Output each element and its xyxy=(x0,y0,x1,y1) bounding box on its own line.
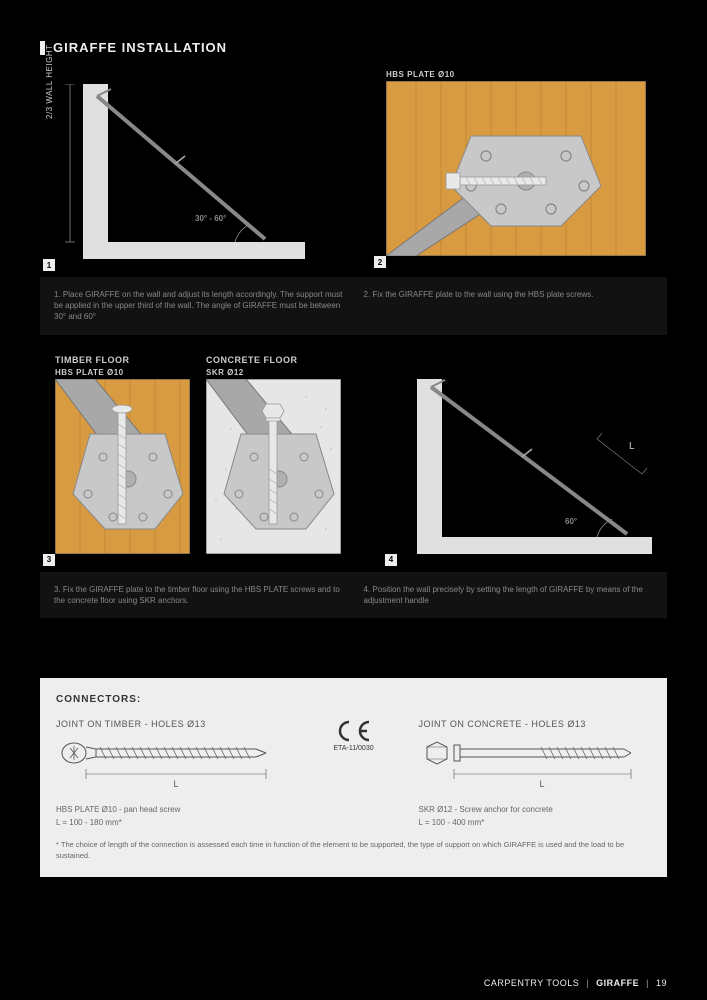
panel-2: HBS PLATE Ø10 xyxy=(386,70,646,259)
caption-1-num: 1. xyxy=(54,290,61,299)
footer-product: GIRAFFE xyxy=(596,978,639,988)
conn-concrete-desc1: SKR Ø12 - Screw anchor for concrete xyxy=(419,804,652,815)
connectors-row: JOINT ON TIMBER - HOLES Ø13 xyxy=(56,719,651,828)
timber-screw-svg: L xyxy=(56,737,276,792)
fig3b-title: CONCRETE FLOOR xyxy=(206,355,341,365)
caption-2-text: Fix the GIRAFFE plate to the wall using … xyxy=(372,290,593,299)
fig2-title: HBS PLATE Ø10 xyxy=(386,70,646,79)
footer-page: 19 xyxy=(656,978,667,988)
angle-label-4: 60° xyxy=(565,517,577,526)
conn-timber-heading: JOINT ON TIMBER - HOLES Ø13 xyxy=(56,719,289,729)
fig-3: 3 xyxy=(55,379,190,554)
panel-3: TIMBER FLOOR HBS PLATE Ø10 xyxy=(55,355,190,554)
caption-1: 1. Place GIRAFFE on the wall and adjust … xyxy=(54,289,344,323)
conn-timber-desc2: L = 100 - 180 mm* xyxy=(56,817,289,828)
panel-1: 2/3 WALL HEIGHT xyxy=(55,70,310,259)
timber-L-label: L xyxy=(173,779,178,789)
page-footer: CARPENTRY TOOLS | GIRAFFE | 19 xyxy=(484,978,667,988)
caption-4-text: Position the wall precisely by setting t… xyxy=(364,585,643,605)
page-title: GIRAFFE INSTALLATION xyxy=(53,40,227,55)
caption-box-2: 3. Fix the GIRAFFE plate to the timber f… xyxy=(40,572,667,618)
caption-2-num: 2. xyxy=(364,290,371,299)
fig3-subtitle: HBS PLATE Ø10 xyxy=(55,368,190,377)
panel-3b: CONCRETE FLOOR SKR Ø12 xyxy=(206,355,341,554)
caption-box-1: 1. Place GIRAFFE on the wall and adjust … xyxy=(40,277,667,335)
conn-concrete-desc2: L = 100 - 400 mm* xyxy=(419,817,652,828)
ce-mark: ETA-11/0030 xyxy=(319,719,389,752)
fig1-svg xyxy=(55,84,305,259)
conn-timber-desc1: HBS PLATE Ø10 - pan head screw xyxy=(56,804,289,815)
caption-1-text: Place GIRAFFE on the wall and adjust its… xyxy=(54,290,342,321)
concrete-screw-svg: L xyxy=(419,737,639,792)
caption-3-num: 3. xyxy=(54,585,61,594)
footer-sep-2: | xyxy=(646,978,649,988)
connector-concrete: JOINT ON CONCRETE - HOLES Ø13 xyxy=(419,719,652,828)
caption-4: 4. Position the wall precisely by settin… xyxy=(364,584,654,606)
fig4-svg xyxy=(397,379,652,554)
panel-4: 60° L 4 xyxy=(397,379,652,554)
angle-label-1: 30° - 60° xyxy=(195,214,226,223)
row-2: TIMBER FLOOR HBS PLATE Ø10 xyxy=(40,355,667,554)
connectors-footnote: * The choice of length of the connection… xyxy=(56,840,651,861)
label-L-4: L xyxy=(629,441,635,452)
footer-category: CARPENTRY TOOLS xyxy=(484,978,579,988)
wall-height-label: 2/3 WALL HEIGHT xyxy=(45,45,54,119)
fig3b-subtitle: SKR Ø12 xyxy=(206,368,341,377)
fig3b-svg xyxy=(206,379,341,554)
fig-2: 2 xyxy=(386,81,646,256)
conn-concrete-heading: JOINT ON CONCRETE - HOLES Ø13 xyxy=(419,719,652,729)
fig2-svg xyxy=(386,81,646,256)
page-title-row: GIRAFFE INSTALLATION xyxy=(40,40,667,55)
panel-num-1: 1 xyxy=(43,259,55,271)
ce-icon xyxy=(334,719,374,743)
panel-num-4: 4 xyxy=(385,554,397,566)
caption-2: 2. Fix the GIRAFFE plate to the wall usi… xyxy=(364,289,654,323)
connector-timber: JOINT ON TIMBER - HOLES Ø13 xyxy=(56,719,289,828)
concrete-L-label: L xyxy=(539,779,544,789)
row-1: 2/3 WALL HEIGHT xyxy=(40,70,667,259)
panel-num-2: 2 xyxy=(374,256,386,268)
fig-4: 60° L 4 xyxy=(397,379,652,554)
caption-3-text: Fix the GIRAFFE plate to the timber floo… xyxy=(54,585,340,605)
caption-3: 3. Fix the GIRAFFE plate to the timber f… xyxy=(54,584,344,606)
panel-num-3: 3 xyxy=(43,554,55,566)
caption-4-num: 4. xyxy=(364,585,371,594)
fig3-title: TIMBER FLOOR xyxy=(55,355,190,365)
fig-1: 2/3 WALL HEIGHT xyxy=(55,84,310,259)
fig-3b xyxy=(206,379,341,554)
ce-text: ETA-11/0030 xyxy=(319,745,389,752)
connectors-box: CONNECTORS: JOINT ON TIMBER - HOLES Ø13 xyxy=(40,678,667,877)
fig3-svg xyxy=(55,379,190,554)
footer-sep-1: | xyxy=(586,978,589,988)
connectors-title: CONNECTORS: xyxy=(56,694,651,705)
